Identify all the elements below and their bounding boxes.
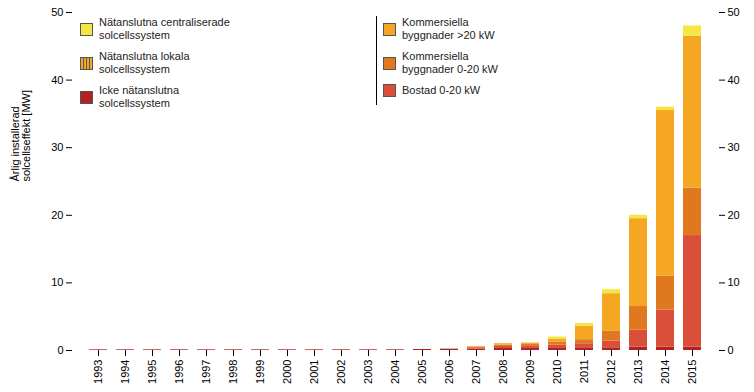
svg-text:30: 30	[51, 141, 63, 153]
svg-text:20: 20	[728, 209, 740, 221]
svg-text:2010: 2010	[551, 360, 563, 384]
svg-text:1998: 1998	[227, 360, 239, 384]
svg-text:1997: 1997	[200, 360, 212, 384]
html-text:Kommersiella byggnader >20 kW: Kommersiella byggnader >20 kW	[402, 16, 495, 41]
svg-text:0: 0	[728, 344, 734, 356]
svg-text:1994: 1994	[119, 360, 131, 384]
svg-text:40: 40	[51, 74, 63, 86]
svg-text:2014: 2014	[659, 360, 671, 384]
svg-text:50: 50	[51, 6, 63, 18]
html-text:Bostad 0-20 kW: Bostad 0-20 kW	[402, 84, 481, 96]
svg-text:2001: 2001	[308, 360, 320, 384]
svg-text:1993: 1993	[92, 360, 104, 384]
svg-text:2015: 2015	[686, 360, 698, 384]
svg-text:40: 40	[728, 74, 740, 86]
html-text:Nätanslutna centraliserade sol: Nätanslutna centraliserade solcellssyste…	[99, 16, 230, 41]
html-text:Nätanslutna lokala solcellssys: Nätanslutna lokala solcellssystem	[99, 50, 190, 75]
svg-text:2003: 2003	[362, 360, 374, 384]
svg-text:10: 10	[728, 276, 740, 288]
svg-text:2002: 2002	[335, 360, 347, 384]
svg-text:2012: 2012	[605, 360, 617, 384]
svg-text:2007: 2007	[470, 360, 482, 384]
svg-text:1996: 1996	[173, 360, 185, 384]
svg-text:2011: 2011	[578, 360, 590, 384]
svg-text:2000: 2000	[281, 360, 293, 384]
svg-text:2009: 2009	[524, 360, 536, 384]
svg-text:30: 30	[728, 141, 740, 153]
svg-text:10: 10	[51, 276, 63, 288]
svg-text:50: 50	[728, 6, 740, 18]
svg-text:2013: 2013	[632, 360, 644, 384]
svg-text:Årlig installeradsolcellseffek: Årlig installeradsolcellseffekt [MW]	[9, 90, 32, 182]
svg-text:1999: 1999	[254, 360, 266, 384]
svg-text:1995: 1995	[146, 360, 158, 384]
svg-text:0: 0	[57, 344, 63, 356]
svg-text:20: 20	[51, 209, 63, 221]
html-text:Kommersiella byggnader 0-20 kW: Kommersiella byggnader 0-20 kW	[402, 50, 498, 75]
svg-text:2006: 2006	[443, 360, 455, 384]
svg-text:2008: 2008	[497, 360, 509, 384]
svg-text:2005: 2005	[416, 360, 428, 384]
svg-text:2004: 2004	[389, 360, 401, 384]
html-text:Icke nätanslutna solcellssyste: Icke nätanslutna solcellssystem	[99, 84, 180, 109]
